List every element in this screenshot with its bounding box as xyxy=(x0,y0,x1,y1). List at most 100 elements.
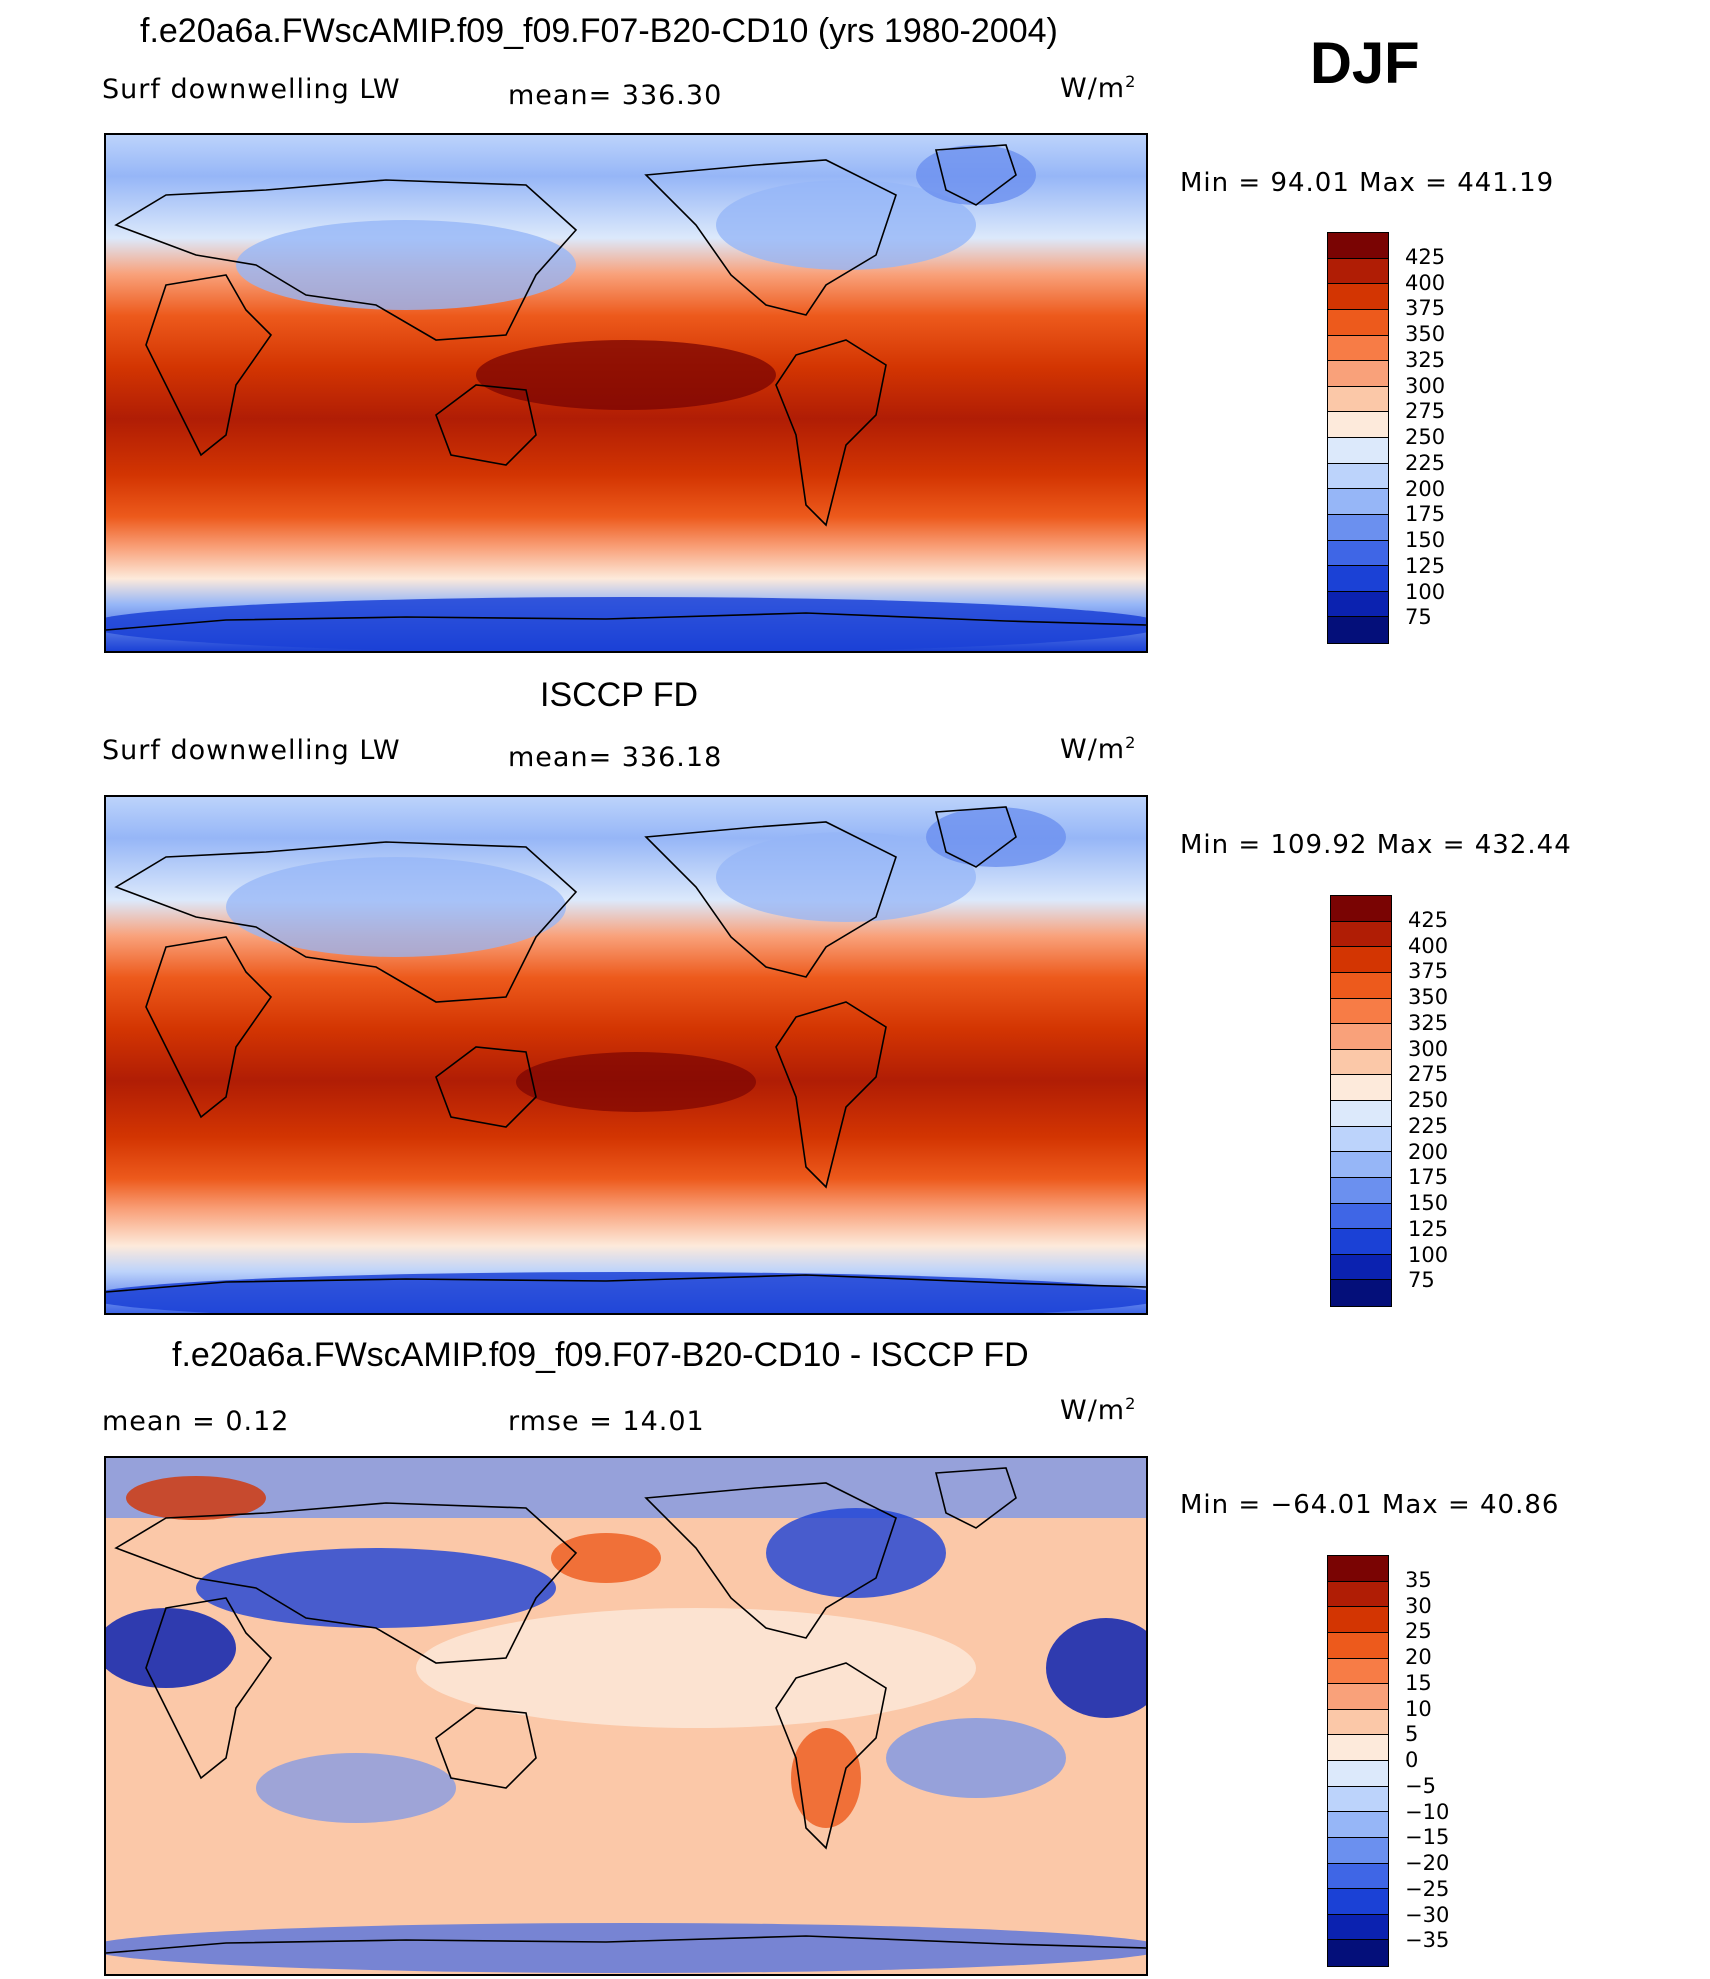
colorbar-swatch xyxy=(1328,540,1388,567)
panel2-title: ISCCP FD xyxy=(540,676,699,714)
colorbar-swatch xyxy=(1328,438,1388,464)
greenland-cold xyxy=(916,145,1036,205)
colorbar-tick-label: 425 xyxy=(1408,907,1449,932)
panel2-mean-label: mean= 336.18 xyxy=(508,742,723,773)
colorbar-tick-label: 300 xyxy=(1405,373,1446,398)
coast-south-america xyxy=(775,339,887,527)
colorbar-swatch xyxy=(1331,896,1391,922)
colorbar-tick-label: 20 xyxy=(1405,1645,1432,1669)
colorbar-tick-label: 25 xyxy=(1405,1619,1432,1644)
colorbar-swatch xyxy=(1328,1556,1388,1582)
colorbar-swatch xyxy=(1331,972,1391,999)
colorbar-tick-label: 100 xyxy=(1405,579,1446,604)
colorbar-tick-label: 175 xyxy=(1405,502,1446,527)
colorbar-swatch xyxy=(1331,1024,1391,1050)
colorbar-swatch xyxy=(1331,1177,1391,1204)
colorbar-swatch xyxy=(1328,258,1388,285)
panel2-field xyxy=(106,797,1146,1313)
colorbar-tick-label: 125 xyxy=(1408,1216,1449,1241)
panel2-variable-label: Surf downwelling LW xyxy=(102,735,401,766)
colorbar-tick-label: 325 xyxy=(1405,347,1446,372)
warm-pool xyxy=(476,340,776,410)
panel1-title: f.e20a6a.FWscAMIP.f09_f09.F07-B20-CD10 (… xyxy=(140,12,1058,50)
colorbar-swatch xyxy=(1331,1203,1391,1230)
colorbar-tick-label: 175 xyxy=(1408,1165,1449,1190)
colorbar-swatch xyxy=(1328,1863,1388,1890)
colorbar-tick-label: −20 xyxy=(1405,1851,1450,1875)
colorbar-swatch xyxy=(1328,1889,1388,1915)
colorbar-swatch xyxy=(1328,361,1388,387)
colorbar-swatch xyxy=(1328,617,1388,643)
colorbar-tick-label: 350 xyxy=(1408,985,1449,1009)
panel1-colorbar-swatches xyxy=(1328,233,1388,643)
colorbar-swatch xyxy=(1331,1152,1391,1178)
colorbar-swatch xyxy=(1331,921,1391,948)
colorbar-tick-label: 250 xyxy=(1408,1088,1449,1112)
colorbar-tick-label: −5 xyxy=(1405,1773,1436,1798)
colorbar-tick-label: 275 xyxy=(1408,1062,1449,1087)
colorbar-swatch xyxy=(1328,386,1388,413)
colorbar-swatch xyxy=(1331,947,1391,973)
colorbar-tick-label: 300 xyxy=(1408,1036,1449,1061)
colorbar-swatch xyxy=(1328,284,1388,310)
panel1-variable-label: Surf downwelling LW xyxy=(102,74,401,105)
colorbar-swatch xyxy=(1328,591,1388,618)
colorbar-tick-label: 250 xyxy=(1405,425,1446,449)
panel3-colorbar xyxy=(1327,1555,1389,1967)
panel3-units: W/m2 xyxy=(1060,1394,1137,1426)
panel3-minmax: Min = −64.01 Max = 40.86 xyxy=(1180,1490,1560,1520)
colorbar-swatch xyxy=(1328,233,1388,259)
na-cold xyxy=(716,180,976,270)
colorbar-tick-label: 10 xyxy=(1405,1696,1432,1721)
colorbar-tick-label: 375 xyxy=(1408,959,1449,984)
colorbar-swatch xyxy=(1328,1761,1388,1787)
coast-africa xyxy=(145,274,273,457)
colorbar-swatch xyxy=(1331,1126,1391,1153)
colorbar-tick-label: 200 xyxy=(1405,476,1446,501)
panel3-field xyxy=(106,1458,1146,1974)
colorbar-swatch xyxy=(1328,489,1388,515)
colorbar-swatch xyxy=(1328,412,1388,438)
colorbar-tick-label: 225 xyxy=(1405,450,1446,475)
colorbar-swatch xyxy=(1331,1101,1391,1127)
colorbar-swatch xyxy=(1328,1914,1388,1941)
colorbar-swatch xyxy=(1328,1940,1388,1966)
panel2-map xyxy=(104,795,1148,1315)
colorbar-swatch xyxy=(1331,1280,1391,1306)
colorbar-swatch xyxy=(1328,1581,1388,1608)
panel1-map xyxy=(104,133,1148,653)
colorbar-swatch xyxy=(1331,998,1391,1025)
colorbar-swatch xyxy=(1328,1812,1388,1838)
colorbar-swatch xyxy=(1331,1254,1391,1281)
colorbar-tick-label: −10 xyxy=(1405,1799,1450,1824)
colorbar-swatch xyxy=(1328,1684,1388,1710)
colorbar-tick-label: 400 xyxy=(1408,933,1449,958)
colorbar-tick-label: −30 xyxy=(1405,1902,1450,1927)
colorbar-tick-label: 30 xyxy=(1405,1593,1432,1618)
colorbar-tick-label: 125 xyxy=(1405,553,1446,578)
colorbar-swatch xyxy=(1331,1075,1391,1101)
colorbar-swatch xyxy=(1328,514,1388,541)
colorbar-swatch xyxy=(1328,1658,1388,1685)
colorbar-tick-label: 5 xyxy=(1405,1722,1419,1747)
colorbar-tick-label: 75 xyxy=(1408,1268,1435,1293)
panel3-title: f.e20a6a.FWscAMIP.f09_f09.F07-B20-CD10 -… xyxy=(172,1336,1029,1374)
colorbar-tick-label: −35 xyxy=(1405,1928,1450,1953)
coast-antarctica xyxy=(106,612,1146,631)
panel1-mean-label: mean= 336.30 xyxy=(508,80,723,111)
colorbar-tick-label: 275 xyxy=(1405,399,1446,424)
colorbar-swatch xyxy=(1331,1229,1391,1255)
panel2-minmax: Min = 109.92 Max = 432.44 xyxy=(1180,830,1572,860)
colorbar-tick-label: −25 xyxy=(1405,1876,1450,1901)
colorbar-swatch xyxy=(1328,335,1388,362)
colorbar-tick-label: −15 xyxy=(1405,1825,1450,1850)
asia-cold xyxy=(236,220,576,310)
colorbar-tick-label: 400 xyxy=(1405,270,1446,295)
colorbar-swatch xyxy=(1328,309,1388,336)
colorbar-tick-label: 150 xyxy=(1405,528,1446,552)
panel3-colorbar-swatches xyxy=(1328,1556,1388,1966)
colorbar-swatch xyxy=(1328,1837,1388,1864)
panel3-rmse-label: rmse = 14.01 xyxy=(508,1406,705,1437)
colorbar-tick-label: 100 xyxy=(1408,1242,1449,1267)
colorbar-tick-label: 375 xyxy=(1405,296,1446,321)
